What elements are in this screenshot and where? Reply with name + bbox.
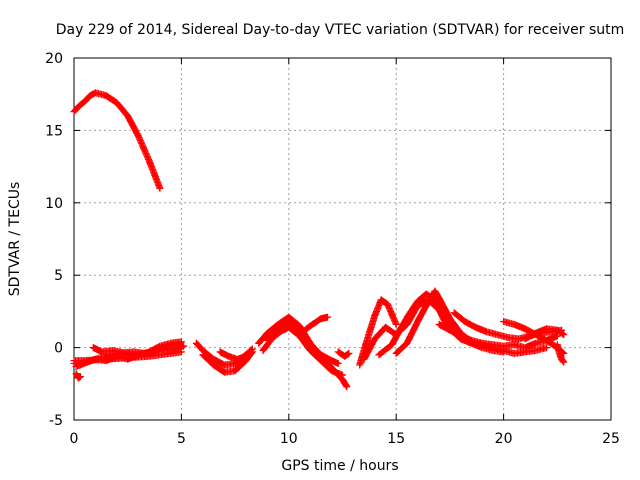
- series-markers: [216, 348, 250, 363]
- x-tick-label: 0: [70, 431, 79, 447]
- plot-area-frame: [73, 57, 612, 421]
- series-markers: [334, 348, 353, 360]
- x-tick-label: 20: [495, 431, 513, 447]
- series-markers: [296, 313, 331, 339]
- x-tick-label: 15: [387, 431, 405, 447]
- series-arc-low-5: [72, 370, 84, 382]
- x-tick-label: 10: [280, 431, 298, 447]
- y-axis-label: SDTVAR / TECUs: [7, 182, 23, 297]
- data-points: [70, 89, 568, 391]
- y-tick-label: 0: [54, 341, 63, 357]
- series-arc-mid-3: [216, 348, 250, 363]
- x-axis-label: GPS time / hours: [281, 458, 398, 474]
- series-arc-late-9: [553, 341, 568, 366]
- grid-lines: [74, 58, 611, 420]
- series-arc-mid-7: [296, 313, 331, 339]
- series-markers: [553, 341, 568, 366]
- series-markers: [72, 344, 185, 370]
- axis-ticks: 0 5 10 15 20 25 -5 0 5 10 15 20: [45, 51, 620, 447]
- y-tick-label: 5: [54, 268, 63, 284]
- series-markers: [72, 370, 84, 382]
- series-arc-mid-8: [334, 348, 353, 360]
- series-markers: [70, 89, 164, 192]
- x-tick-label: 25: [602, 431, 620, 447]
- y-tick-label: 15: [45, 123, 63, 139]
- y-tick-label: -5: [49, 413, 63, 429]
- x-tick-label: 5: [177, 431, 186, 447]
- series-arc-early: [70, 89, 164, 192]
- y-tick-label: 10: [45, 196, 63, 212]
- series-arc-low-4: [72, 344, 185, 370]
- series-markers: [521, 325, 568, 343]
- chart-title: Day 229 of 2014, Sidereal Day-to-day VTE…: [56, 22, 625, 38]
- series-arc-late-8: [521, 325, 568, 343]
- y-tick-label: 20: [45, 51, 63, 67]
